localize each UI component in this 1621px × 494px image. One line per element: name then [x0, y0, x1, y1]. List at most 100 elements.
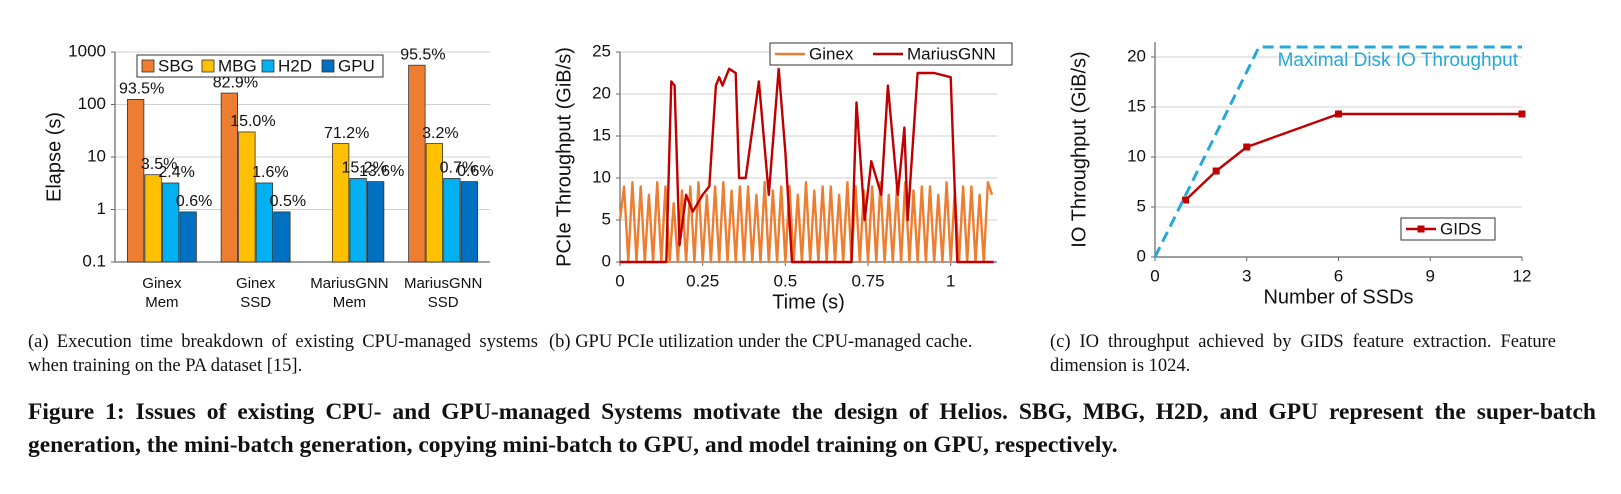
- share-label: 2.4%: [158, 164, 194, 181]
- share-label: 15.2%: [341, 160, 386, 177]
- share-label: 0.6%: [176, 193, 212, 210]
- y-tick-label: 15: [1127, 96, 1146, 115]
- x-tick-label: 12: [1513, 266, 1532, 285]
- y-tick-label: 10: [1127, 146, 1146, 165]
- share-label: 82.9%: [213, 74, 258, 91]
- share-label: 15.0%: [230, 113, 275, 130]
- x-tick-label: 0.25: [686, 271, 719, 290]
- bar: [220, 92, 239, 263]
- share-label: 3.5%: [141, 156, 177, 173]
- subcaption: (c) IO throughput achieved by GIDS featu…: [1050, 332, 1556, 376]
- share-label: 0.6%: [457, 163, 493, 180]
- y-tick-label: 0: [1137, 246, 1146, 265]
- y-tick-label: 1000: [68, 41, 106, 60]
- x-tick-label: MariusGNN SSD: [404, 275, 482, 311]
- x-tick-label: 3: [1242, 266, 1251, 285]
- bar: [273, 211, 291, 263]
- y-tick-label: 20: [592, 83, 611, 102]
- figure-caption: Figure 1: Issues of existing CPU- and GP…: [28, 399, 1596, 458]
- legend-box: [136, 54, 384, 78]
- bar: [179, 211, 197, 263]
- x-tick-label: Ginex SSD: [236, 275, 276, 311]
- x-tick-label-line: Ginex: [236, 275, 276, 292]
- y-axis-title: Elapse (s): [43, 112, 65, 202]
- bar: [460, 181, 479, 263]
- share-label: 95.5%: [400, 46, 445, 63]
- bar: [255, 182, 274, 263]
- x-tick-label: 6: [1334, 266, 1343, 285]
- x-tick-label-line: SSD: [428, 294, 459, 311]
- x-tick-label: MariusGNN Mem: [310, 275, 388, 311]
- y-tick-label: 100: [78, 94, 106, 113]
- legend-swatch: [201, 59, 215, 73]
- y-tick-label: 10: [592, 167, 611, 186]
- x-tick-label: Ginex Mem: [142, 275, 182, 311]
- legend-swatch: [321, 59, 335, 73]
- legend-swatch: [141, 59, 155, 73]
- share-label: 3.2%: [422, 125, 458, 142]
- share-label: 1.6%: [252, 164, 288, 181]
- legend-label: GPU: [338, 56, 375, 75]
- share-label: 0.5%: [270, 193, 306, 210]
- x-axis-title: Time (s): [772, 291, 845, 313]
- legend-label: H2D: [278, 56, 312, 75]
- bar: [331, 143, 350, 263]
- x-tick-label-line: MariusGNN: [404, 275, 482, 292]
- y-tick-label: 15: [592, 125, 611, 144]
- marker: [1518, 110, 1526, 118]
- share-label: 93.5%: [119, 81, 164, 98]
- x-tick-label: 0.5: [774, 271, 798, 290]
- x-tick-label-line: Ginex: [142, 275, 182, 292]
- line-label: Maximal Disk IO Throughput: [1278, 50, 1519, 71]
- subcaption: (a) Execution time breakdown of existing…: [28, 332, 538, 376]
- legend-label: MariusGNN: [907, 44, 996, 63]
- legend-label: MBG: [218, 56, 257, 75]
- y-tick-label: 0.1: [82, 251, 106, 270]
- y-tick-label: 1: [97, 199, 106, 218]
- marker: [1212, 167, 1220, 175]
- y-tick-label: 0: [602, 251, 611, 270]
- x-tick-label: 1: [946, 271, 955, 290]
- x-tick-label-line: MariusGNN: [310, 275, 388, 292]
- bar: [408, 64, 426, 263]
- marker: [1182, 196, 1190, 204]
- legend-swatch: [261, 59, 275, 73]
- legend-label: GIDS: [1440, 219, 1482, 238]
- bar: [144, 174, 162, 263]
- bar: [349, 178, 367, 263]
- x-tick-label-line: Mem: [333, 294, 366, 311]
- legend-marker: [1417, 225, 1425, 233]
- bar: [366, 181, 385, 263]
- y-tick-label: 5: [1137, 196, 1146, 215]
- y-axis-title: IO Throughput (GiB/s): [1068, 51, 1090, 247]
- y-tick-label: 5: [602, 209, 611, 228]
- y-axis-title: PCIe Throughput (GiB/s): [553, 47, 575, 267]
- share-label: 13.6%: [359, 163, 404, 180]
- x-tick-label-line: SSD: [240, 294, 271, 311]
- bar: [425, 143, 444, 263]
- legend-label: Ginex: [809, 44, 854, 63]
- subcaption: (b) GPU PCIe utilization under the CPU-m…: [549, 332, 973, 352]
- x-tick-label-line: Mem: [145, 294, 178, 311]
- x-tick-label: 0.75: [851, 271, 884, 290]
- x-axis-title: Number of SSDs: [1263, 286, 1413, 308]
- y-tick-label: 10: [87, 146, 106, 165]
- x-tick-label: 0: [1150, 266, 1159, 285]
- x-tick-label: 0: [615, 271, 624, 290]
- legend-label: SBG: [158, 56, 194, 75]
- marker: [1335, 110, 1342, 118]
- bar: [443, 178, 461, 263]
- share-label: 71.2%: [324, 125, 369, 142]
- bar: [161, 182, 180, 263]
- bar: [126, 99, 145, 263]
- legend-box: [1400, 217, 1496, 241]
- x-tick-label: 9: [1426, 266, 1435, 285]
- bar: [238, 131, 256, 263]
- line: [618, 181, 994, 264]
- share-label: 0.7%: [440, 160, 476, 177]
- y-tick-label: 20: [1127, 46, 1146, 65]
- marker: [1243, 143, 1251, 151]
- line: [620, 67, 994, 264]
- line: [1153, 45, 1522, 258]
